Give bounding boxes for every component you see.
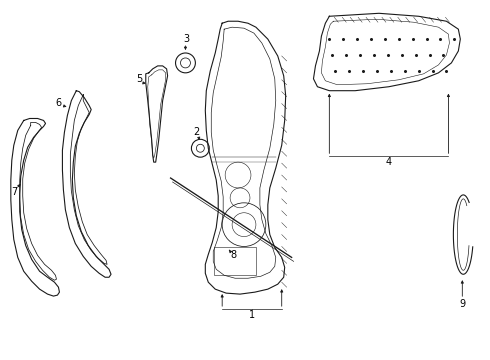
Text: 3: 3 <box>183 34 190 44</box>
Text: 4: 4 <box>386 157 392 167</box>
Text: 8: 8 <box>230 251 236 260</box>
Text: 2: 2 <box>193 127 199 138</box>
Text: 9: 9 <box>459 299 466 309</box>
Text: 1: 1 <box>249 310 255 320</box>
Text: 6: 6 <box>55 98 62 108</box>
Bar <box>214 247 256 275</box>
Text: 5: 5 <box>136 74 142 84</box>
Text: 7: 7 <box>12 187 18 197</box>
